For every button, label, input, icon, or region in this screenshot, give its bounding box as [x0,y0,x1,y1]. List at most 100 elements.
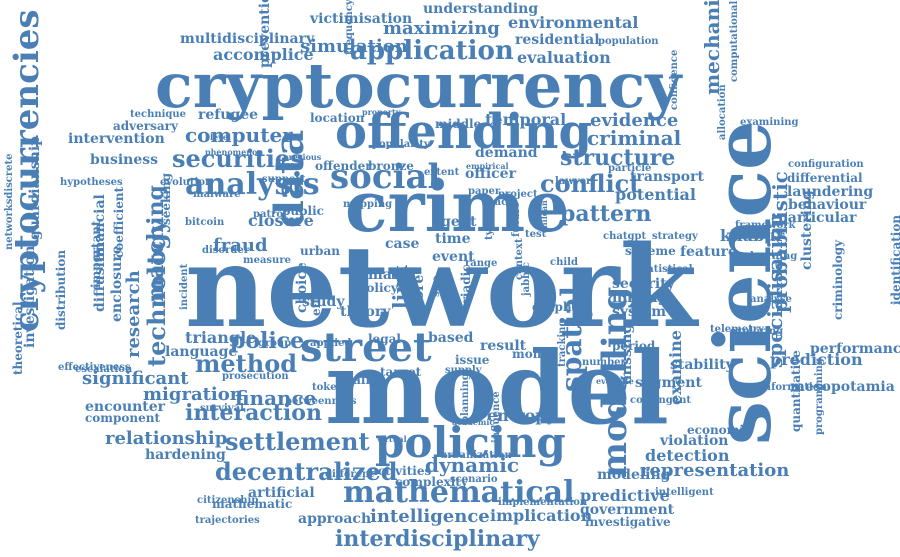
cloud-word: technique [130,110,186,120]
cloud-word: settlement [225,430,370,454]
cloud-word: group [258,339,291,349]
cloud-word: business [90,153,158,167]
cloud-word: security [612,277,675,291]
cloud-word: different [325,470,374,480]
cloud-word: offender [315,160,372,172]
cloud-word: confidence [670,50,680,110]
cloud-word: previous [283,153,321,161]
cloud-word: money [512,348,556,360]
cloud-word: learning [750,252,797,262]
cloud-word: approach [298,512,371,526]
cloud-word: performance [810,342,900,356]
cloud-word: feature [680,245,737,259]
cloud-word: urbanization [440,451,512,461]
cloud-word: academic [452,418,494,426]
cloud-word: research [125,270,143,358]
cloud-word: prevention [258,0,272,68]
cloud-word: hypotheses [60,178,123,188]
cloud-word: property [362,108,400,116]
cloud-word: clustering [800,190,814,270]
cloud-word: theoretical [12,301,24,375]
cloud-word: case [385,237,419,251]
cloud-word: frequency [345,0,355,55]
cloud-word: citizenship [197,496,258,506]
cloud-word: measure [243,256,291,266]
cloud-word: based [428,331,473,345]
cloud-word: support [262,175,305,185]
cloud-word: refugee [198,108,258,122]
cloud-word: evaluate [596,377,634,385]
cloud-word: investigative [585,516,671,528]
cloud-word: adversary [113,120,178,132]
cloud-word: programming [815,358,825,435]
cloud-word: urban [300,245,340,257]
cloud-word: scheme [625,245,676,257]
cloud-word: intelligent [655,488,714,498]
cloud-word: component [85,412,160,424]
cloud-word: range [465,259,497,269]
cloud-word: disorder [202,246,249,256]
cloud-word: seeking [160,173,172,225]
cloud-word: target [380,366,421,378]
cloud-word: scenario [450,475,498,485]
cloud-word: computer [185,125,293,145]
cloud-word: detection [645,448,729,464]
cloud-word: tracking [558,320,568,367]
cloud-word: examining [740,118,799,128]
cloud-word: allocation [718,84,728,140]
cloud-word: chatgpt [603,232,646,242]
cloud-word: trajectories [195,516,260,526]
cloud-word: important [90,220,102,288]
cloud-word: child [550,258,578,268]
cloud-word: contingent [630,396,691,406]
cloud-word: telemetry [710,325,764,335]
cloud-word: triadic [460,265,472,309]
cloud-word: evidence [590,112,678,130]
cloud-word: legal [368,333,401,345]
cloud-word: public [282,205,324,217]
cloud-word: strategy [652,232,698,242]
cloud-word: effect [310,278,322,316]
cloud-word: more [412,275,426,315]
cloud-word: networksdiscrete [5,154,15,250]
cloud-word: triangle [185,330,256,346]
cloud-word: demand [475,146,538,160]
cloud-word: agent [432,215,476,229]
cloud-word: mechanism [702,0,722,95]
cloud-word: coefficient [113,187,125,258]
cloud-word: token [312,383,344,393]
cloud-word: incident [180,264,190,310]
cloud-word: empirical [466,162,509,170]
cloud-word: size [432,276,442,297]
cloud-word: popularity [372,140,430,150]
cloud-word: type [485,216,495,240]
cloud-word: differential [787,172,863,184]
cloud-word: link [390,265,410,309]
cloud-word: malware [193,190,241,200]
cloud-word: middle [435,118,481,130]
cloud-word: growth [580,271,592,318]
cloud-word: stability [670,358,734,372]
cloud-word: space [482,198,514,208]
cloud-word: guardianship [28,136,42,240]
cloud-word: intervention [68,132,165,146]
cloud-word: location [310,112,364,124]
cloud-word: implication [490,508,592,524]
cloud-word: maximizing [383,20,500,38]
cloud-word: prosecution [222,372,289,382]
cloud-word: extent [424,168,459,178]
cloud-word: criminal [587,128,681,148]
cloud-word: evaluation [517,50,611,66]
cloud-word: finding [612,291,667,305]
cloud-word: effectiveness [58,363,131,373]
cloud-word: pattern [560,203,652,225]
cloud-word: environmental [508,15,639,31]
cloud-word: applied [310,339,351,349]
cloud-word: lawyer [555,177,591,187]
cloud-word: particle [608,164,651,174]
cloud-word: jabbic [522,262,532,296]
cloud-word: framework [735,221,795,231]
cloud-word: test [525,230,546,240]
cloud-word: analyse [750,295,792,305]
